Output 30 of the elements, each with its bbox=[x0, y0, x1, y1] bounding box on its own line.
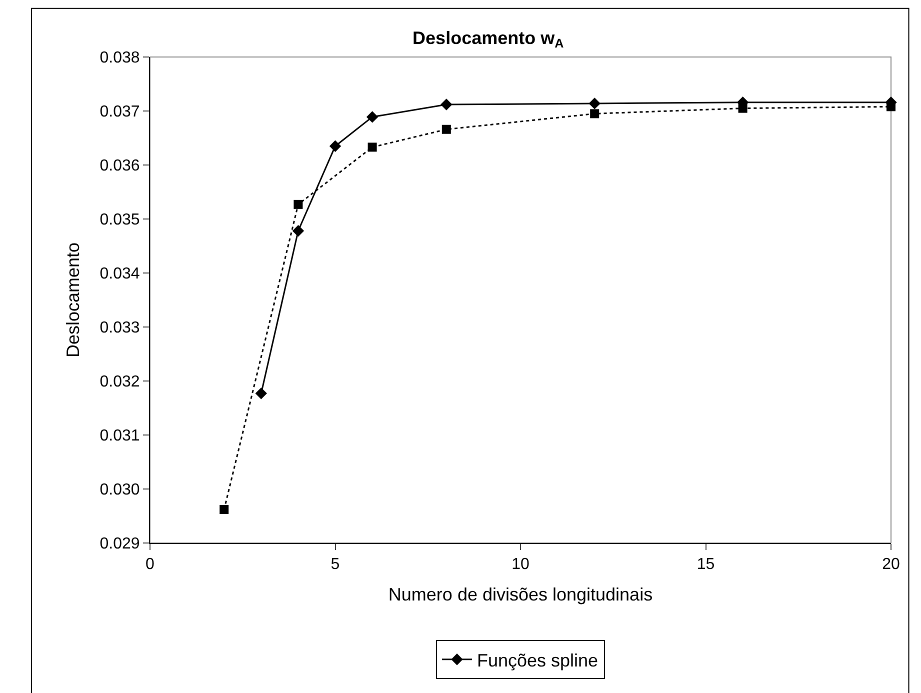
y-tick-label: 0.033 bbox=[100, 320, 140, 337]
y-tick-label: 0.034 bbox=[100, 266, 140, 283]
point bbox=[368, 142, 377, 152]
x-tick-label: 5 bbox=[330, 556, 340, 574]
x-tick-label: 20 bbox=[882, 556, 900, 574]
x-tick-label: 15 bbox=[696, 556, 715, 574]
y-tick-label: 0.037 bbox=[100, 104, 140, 121]
point bbox=[590, 109, 600, 118]
y-tick-label: 0.031 bbox=[100, 428, 140, 445]
point bbox=[366, 111, 378, 123]
point bbox=[220, 505, 229, 514]
y-tick-label: 0.036 bbox=[100, 158, 140, 175]
point bbox=[588, 98, 600, 110]
point bbox=[294, 200, 303, 209]
x-tick-label: 10 bbox=[512, 556, 530, 574]
x-tick-label: 0 bbox=[146, 556, 155, 574]
point bbox=[292, 225, 304, 237]
y-tick-label: 0.030 bbox=[100, 482, 140, 499]
y-tick-label: 0.029 bbox=[100, 536, 140, 553]
chart-title: Deslocamento w$_{A}$ bbox=[412, 28, 564, 51]
y-axis-title: Deslocamento bbox=[62, 242, 83, 358]
point bbox=[329, 140, 342, 152]
y-tick-label: 0.032 bbox=[100, 374, 140, 391]
y-tick-label: 0.038 bbox=[100, 50, 140, 67]
legend-label: Funções spline bbox=[477, 650, 598, 670]
x-axis-title: Numero de divisões longitudinais bbox=[388, 584, 653, 604]
point bbox=[255, 388, 267, 400]
y-tick-label: 0.035 bbox=[100, 212, 140, 229]
point bbox=[442, 124, 451, 134]
point bbox=[440, 98, 452, 110]
